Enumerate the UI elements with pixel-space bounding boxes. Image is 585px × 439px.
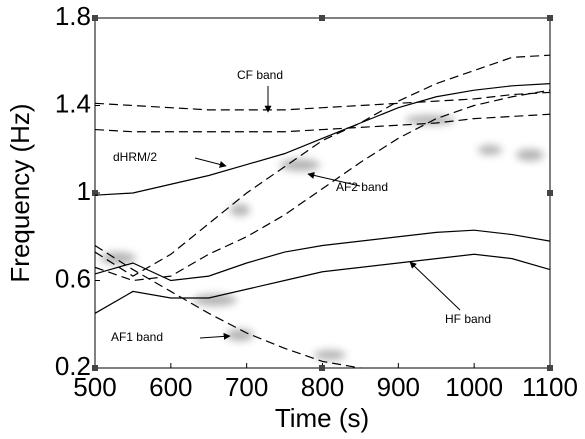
x-tick-label: 500 [73, 372, 116, 402]
x-tick-label: 900 [377, 372, 420, 402]
annotation-arrow [307, 172, 361, 187]
line-series [94, 89, 551, 282]
y-tick-label: 1.4 [55, 88, 91, 118]
frame-marker [547, 365, 553, 371]
line-series [94, 229, 551, 282]
x-tick-label: 600 [149, 372, 192, 402]
annotation-arrow [409, 261, 461, 311]
line-series [94, 54, 551, 277]
y-tick-label: 0.2 [55, 351, 91, 381]
frame-marker [319, 15, 325, 21]
line-series [94, 91, 551, 111]
x-axis-label: Time (s) [275, 403, 369, 433]
frame-marker [92, 365, 98, 371]
x-tick-label: 1000 [445, 372, 503, 402]
y-tick-label: 1.8 [55, 1, 91, 31]
frame-marker [319, 365, 325, 371]
annotation: dHRM/2 [113, 150, 157, 164]
annotation-arrow [194, 157, 227, 168]
frame-marker [92, 190, 98, 196]
annotation: HF band [445, 312, 491, 326]
annotation-arrow [199, 332, 231, 340]
x-tick-label: 1100 [522, 372, 578, 402]
y-tick-label: 0.6 [55, 263, 91, 293]
annotation: AF1 band [111, 330, 163, 344]
line-series [94, 113, 551, 133]
y-tick-label: 1 [77, 176, 91, 206]
line-series [94, 83, 551, 196]
annotation: CF band [237, 68, 283, 82]
line-series [94, 253, 551, 314]
frame-marker [547, 15, 553, 21]
frame-marker [547, 190, 553, 196]
y-axis-label: Frequency (Hz) [5, 103, 35, 282]
x-tick-label: 700 [225, 372, 268, 402]
x-tick-label: 800 [301, 372, 344, 402]
frame-marker [92, 15, 98, 21]
